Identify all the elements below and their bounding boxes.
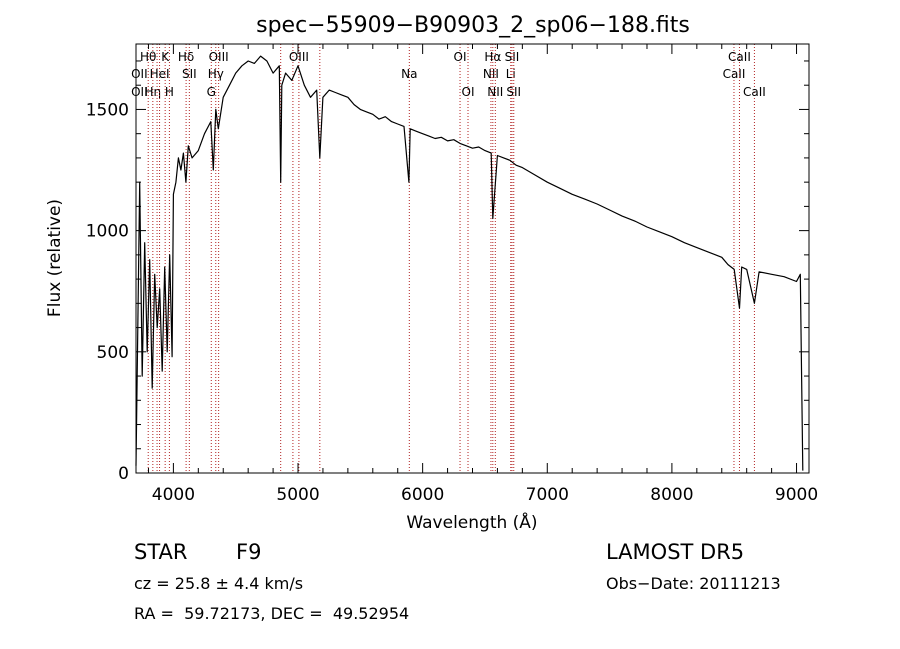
coordinates: RA = 59.72173, DEC = 49.52954 — [134, 604, 410, 623]
spectral-line-label: OI — [454, 50, 467, 64]
spectral-line-label: H — [165, 85, 174, 99]
y-tick-label: 500 — [97, 343, 129, 363]
spectral-line-label: OIII — [209, 50, 229, 64]
spectral-line-label: SII — [182, 67, 197, 81]
spectral-line-label: OII — [131, 85, 148, 99]
spectrum-line — [135, 55, 804, 471]
spectral-line-label: NII — [483, 67, 499, 81]
spectral-line-label: HeI — [150, 67, 170, 81]
x-tick-label: 8000 — [650, 485, 693, 505]
spectral-line-label: Hδ — [178, 50, 194, 64]
spectral-line-label: Hθ — [140, 50, 156, 64]
y-tick-label: 1500 — [86, 100, 129, 120]
observation-date: Obs−Date: 20111213 — [606, 574, 781, 593]
spectral-line-label: Hγ — [208, 67, 224, 81]
y-tick-label: 1000 — [86, 222, 129, 242]
spectral-line-label: CaII — [728, 50, 751, 64]
x-tick-label: 6000 — [401, 485, 444, 505]
object-subclass: F9 — [236, 540, 262, 564]
chart-title: spec−55909−B90903_2_sp06−188.fits — [256, 13, 690, 38]
spectral-line-label: Li — [506, 67, 516, 81]
spectral-line-label: OI — [462, 85, 475, 99]
spectral-line-label: NII — [487, 85, 503, 99]
survey-name: LAMOST DR5 — [606, 540, 745, 564]
spectral-line-label: G — [207, 85, 216, 99]
redshift-readout: cz = 25.8 ± 4.4 km/s — [134, 574, 304, 593]
x-tick-label: 4000 — [152, 485, 195, 505]
x-tick-label: 9000 — [775, 485, 818, 505]
spectral-line-label: K — [161, 50, 170, 64]
spectral-line-label: CaII — [723, 67, 746, 81]
spectral-line-label: SII — [505, 50, 520, 64]
spectral-line-label: CaII — [743, 85, 766, 99]
spectral-line-label: Na — [401, 67, 417, 81]
axes: 4000 5000 6000 7000 8000 9000 0 500 1000 1500 — [86, 44, 818, 505]
spectral-line-label: SII — [506, 85, 521, 99]
y-axis-label: Flux (relative) — [45, 199, 65, 317]
spectral-line-label: Hα — [484, 50, 501, 64]
spectral-line-label: OIII — [289, 50, 309, 64]
object-class: STAR — [134, 540, 188, 564]
x-tick-label: 7000 — [526, 485, 569, 505]
x-axis-label: Wavelength (Å) — [406, 511, 537, 533]
plot-frame — [135, 43, 810, 474]
spectral-line-label: OII — [131, 67, 148, 81]
y-tick-label: 0 — [118, 464, 129, 484]
x-tick-label: 5000 — [276, 485, 319, 505]
spectrum-series — [135, 55, 804, 471]
